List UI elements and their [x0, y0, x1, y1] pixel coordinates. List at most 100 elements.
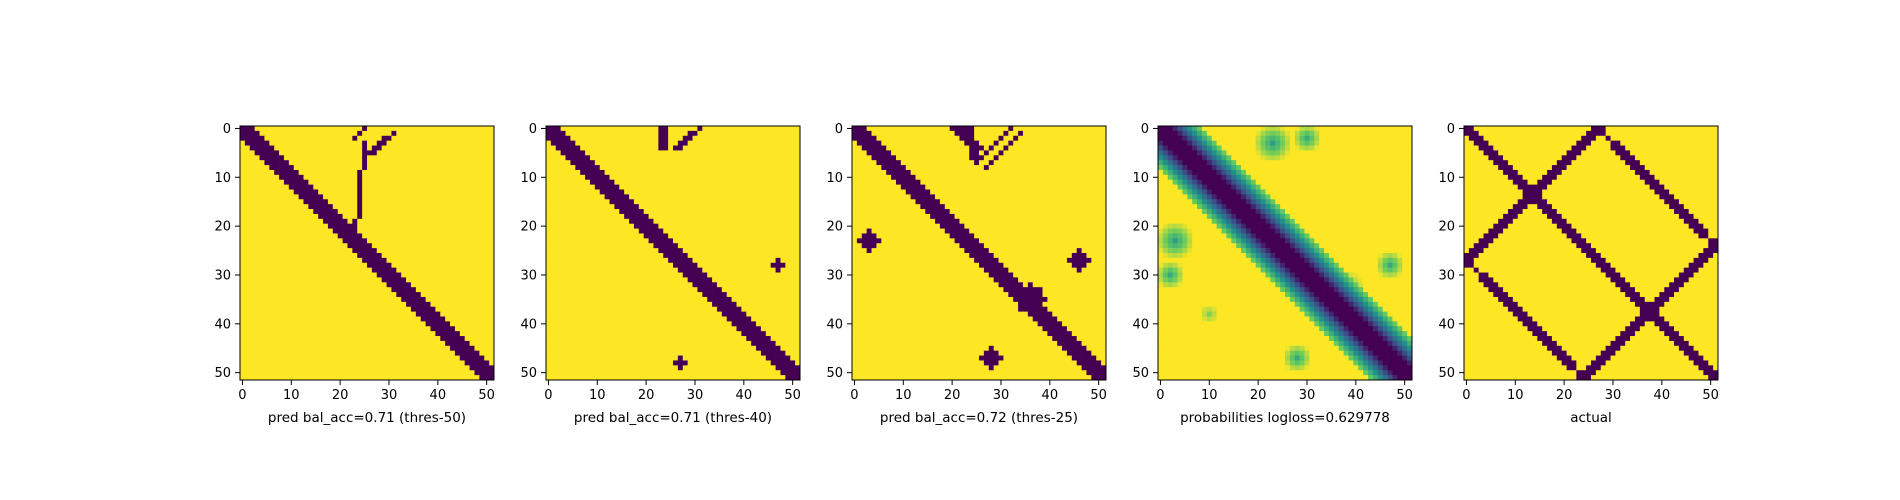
heatmap-cell — [746, 189, 752, 195]
heatmap-cell — [269, 340, 275, 347]
heatmap-cell — [668, 199, 674, 205]
heatmap-cell — [643, 223, 649, 229]
heatmap-cell — [604, 150, 610, 156]
heatmap-cell — [425, 267, 431, 273]
heatmap-cell — [435, 184, 441, 190]
heatmap-cell — [376, 204, 382, 210]
heatmap-cell — [624, 262, 630, 268]
heatmap-cell — [484, 253, 490, 259]
heatmap-cell — [293, 292, 299, 298]
heatmap-cell — [342, 370, 348, 376]
heatmap-cell — [638, 184, 645, 190]
heatmap-cell — [687, 253, 693, 259]
heatmap-cell — [293, 355, 299, 361]
heatmap-cell — [741, 301, 747, 308]
heatmap-cell — [371, 189, 378, 195]
heatmap-cell — [332, 253, 339, 259]
heatmap-cell — [741, 287, 747, 293]
heatmap-cell — [318, 135, 324, 141]
heatmap-cell — [721, 238, 728, 244]
heatmap-cell — [633, 213, 640, 220]
heatmap-cell — [751, 160, 757, 166]
heatmap-cell — [376, 296, 382, 303]
heatmap-cell — [746, 306, 752, 312]
heatmap-cell — [624, 169, 630, 176]
heatmap-cell — [401, 267, 407, 273]
heatmap-cell — [283, 155, 290, 161]
heatmap-cell — [298, 292, 304, 298]
heatmap-cell — [391, 243, 397, 249]
heatmap-cell — [430, 238, 436, 244]
heatmap-cell — [459, 257, 466, 264]
heatmap-cell — [643, 233, 649, 239]
heatmap-cell — [274, 218, 280, 225]
heatmap-cell — [445, 257, 451, 264]
heatmap-cell — [668, 336, 674, 342]
heatmap-cell — [313, 184, 319, 190]
heatmap-cell — [337, 145, 343, 151]
heatmap-cell — [440, 336, 446, 342]
heatmap-cell — [352, 340, 358, 347]
heatmap-cell — [760, 150, 767, 156]
heatmap-cell — [780, 331, 786, 337]
heatmap-cell — [712, 238, 718, 244]
heatmap-cell — [244, 248, 251, 254]
heatmap-cell — [663, 331, 669, 337]
heatmap-cell — [410, 311, 417, 317]
heatmap-cell — [269, 272, 275, 278]
heatmap-cell — [546, 155, 552, 161]
heatmap-cell — [327, 321, 334, 327]
heatmap-cell — [430, 272, 436, 278]
heatmap-cell — [726, 243, 732, 249]
heatmap-cell — [386, 233, 392, 239]
heatmap-cell — [362, 199, 368, 205]
heatmap-cell — [386, 140, 392, 146]
heatmap-cell — [332, 218, 339, 225]
heatmap-cell — [469, 267, 475, 273]
heatmap-cell — [741, 316, 747, 322]
heatmap-cell — [604, 277, 610, 283]
heatmap-cell — [648, 248, 654, 254]
heatmap-cell — [756, 277, 762, 283]
heatmap-cell — [633, 174, 640, 181]
heatmap-cell — [342, 243, 348, 249]
heatmap-cell — [352, 194, 358, 200]
heatmap-cell — [274, 345, 280, 352]
heatmap-cell — [565, 218, 571, 225]
heatmap-cell — [707, 228, 713, 234]
heatmap-cell — [259, 292, 265, 298]
heatmap-cell — [648, 243, 654, 249]
heatmap-cell — [614, 194, 620, 200]
heatmap-cell — [425, 209, 431, 215]
heatmap-cell — [332, 174, 339, 181]
heatmap-cell — [479, 267, 485, 273]
heatmap-cell — [401, 262, 407, 268]
heatmap-cell — [396, 360, 402, 366]
heatmap-cell — [376, 316, 382, 322]
heatmap-cell — [599, 155, 605, 161]
heatmap-cell — [469, 145, 475, 151]
heatmap-cell — [381, 257, 387, 264]
heatmap-cell — [259, 248, 265, 254]
heatmap-cell — [406, 370, 412, 376]
heatmap-cell — [401, 296, 407, 303]
heatmap-cell — [367, 150, 373, 156]
heatmap-cell — [298, 321, 304, 327]
heatmap-cell — [484, 321, 490, 327]
heatmap-cell — [546, 140, 552, 146]
heatmap-cell — [347, 130, 353, 137]
heatmap-cell — [580, 155, 586, 161]
heatmap-cell — [308, 160, 314, 166]
heatmap-cell — [454, 345, 461, 352]
heatmap-cell — [381, 292, 387, 298]
heatmap-cell — [682, 296, 688, 303]
heatmap-cell — [716, 267, 723, 273]
heatmap-cell — [293, 218, 299, 225]
heatmap-cell — [450, 228, 456, 234]
heatmap-cell — [406, 355, 412, 361]
heatmap-cell — [459, 199, 466, 205]
heatmap-cell — [682, 262, 688, 268]
heatmap-cell — [629, 228, 635, 234]
heatmap-cell — [619, 135, 625, 141]
heatmap-cell — [313, 218, 319, 225]
